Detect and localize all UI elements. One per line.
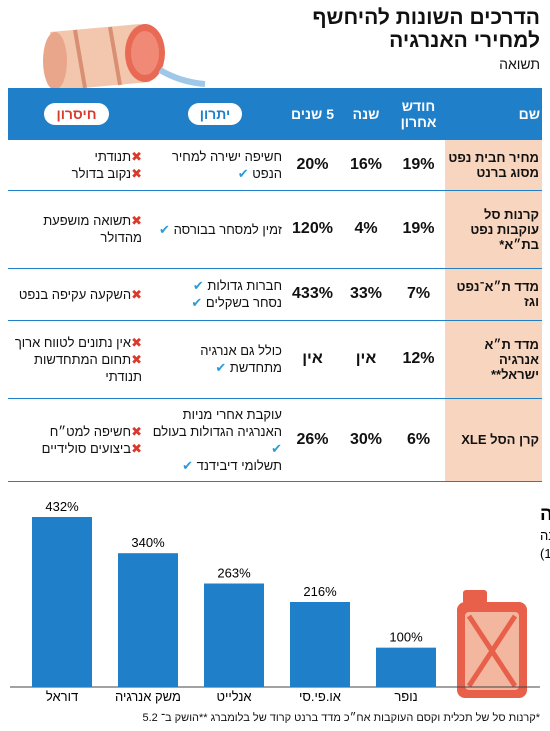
- cons-cell: תשואה מושפעת מהדולר: [8, 190, 145, 269]
- con-item: אין נתונים לטווח ארוך: [11, 334, 142, 351]
- row-name: מחיר חבית נפט מסוג ברנט: [445, 140, 542, 191]
- pro-item: חשיפה ישירה למחיר הנפט: [148, 148, 282, 182]
- cons-cell: השקעה עקיפה בנפט: [8, 268, 145, 321]
- chart-title: מניות האנרגיה המצטיינות של ת״א השנה: [540, 504, 550, 525]
- return-cell: 7%: [392, 268, 445, 321]
- bar: [32, 517, 92, 687]
- table-row: מחיר חבית נפט מסוג ברנט 19% 16% 20% חשיפה יש…: [8, 140, 542, 191]
- column-header: שם: [445, 88, 542, 140]
- table-body: מחיר חבית נפט מסוג ברנט 19% 16% 20% חשיפה יש…: [8, 140, 542, 482]
- table-row: קרן הסל XLE 6% 30% 26% עוקבת אחרי מניות האנר…: [8, 398, 542, 482]
- chart-subtitle: תשואה בשנה האחרונה: [540, 528, 550, 543]
- row-name: מדד ת״א־נפט וגז: [445, 268, 542, 321]
- bar: [204, 583, 264, 687]
- column-header: שנה: [340, 88, 392, 140]
- pro-item: תשלומי דיבידנד: [148, 457, 282, 474]
- jerrycan-illustration: [457, 590, 527, 698]
- table-row: מדד ת״א אנרגיה ישראל** 12% אין אין כולל גם א…: [8, 320, 542, 399]
- return-cell: 19%: [392, 140, 445, 191]
- pro-item: חברות גדולות: [148, 277, 282, 294]
- return-cell: 20%: [285, 140, 340, 191]
- con-item: חשיפה למט״ח: [11, 423, 142, 440]
- header-row: שם חודש אחרון שנה 5 שנים יתרון חיסרון: [8, 88, 542, 140]
- pros-cell: עוקבת אחרי מניות האנרגיה הגדולות בעולםתש…: [145, 398, 285, 482]
- pro-item: זמין למסחר בבורסה: [148, 221, 282, 238]
- category-label: או.פי.סי: [299, 689, 341, 704]
- pros-cell: זמין למסחר בבורסה: [145, 190, 285, 269]
- category-label: נופר: [394, 689, 417, 704]
- cons-cell: חשיפה למט״חביצועים סולידיים: [8, 398, 145, 482]
- pros-cell: כולל גם אנרגיה מתחדשת: [145, 320, 285, 399]
- cons-cell: אין נתונים לטווח ארוךתחום המתחדשות תנודת…: [8, 320, 145, 399]
- footnote: *קרנות סל של תכלית וקסם העוקבות אח״כ מדד…: [142, 712, 540, 724]
- return-cell: אין: [340, 320, 392, 399]
- value-label: 432%: [45, 499, 79, 514]
- pro-item: עוקבת אחרי מניות האנרגיה הגדולות בעולם: [148, 406, 282, 457]
- cons-cell: תנודתינקוב בדולר: [8, 140, 145, 191]
- value-label: 100%: [389, 630, 423, 645]
- chart-note: (מתוך ת״א 125): [540, 546, 550, 561]
- category-label: דוראל: [46, 689, 78, 704]
- pros-cell: חשיפה ישירה למחיר הנפט: [145, 140, 285, 191]
- comparison-table: שם חודש אחרון שנה 5 שנים יתרון חיסרון מח…: [8, 88, 542, 482]
- bar: [290, 602, 350, 687]
- pros-cell: חברות גדולותנסחר בשקלים: [145, 268, 285, 321]
- barrel-illustration: [43, 24, 206, 90]
- return-cell: 120%: [285, 190, 340, 269]
- con-item: תנודתי: [11, 148, 142, 165]
- row-name: קרן הסל XLE: [445, 398, 542, 482]
- con-item: נקוב בדולר: [11, 165, 142, 182]
- value-label: 340%: [131, 535, 165, 550]
- row-name: מדד ת״א אנרגיה ישראל**: [445, 320, 542, 399]
- return-cell: 12%: [392, 320, 445, 399]
- title: הדרכים השונות להיחשף למחירי האנרגיה: [312, 6, 540, 52]
- row-name: קרנות סל עוקבות נפט בת״א*: [445, 190, 542, 269]
- table-row: קרנות סל עוקבות נפט בת״א* 19% 4% 120% זמין ל…: [8, 190, 542, 269]
- column-header: חודש אחרון: [392, 88, 445, 140]
- return-cell: 30%: [340, 398, 392, 482]
- bar: [376, 647, 436, 687]
- return-cell: 16%: [340, 140, 392, 191]
- return-cell: 433%: [285, 268, 340, 321]
- column-header: חיסרון: [8, 88, 145, 140]
- con-item: ביצועים סולידיים: [11, 440, 142, 457]
- pros-header: יתרון: [187, 103, 243, 125]
- return-cell: 26%: [285, 398, 340, 482]
- bar: [118, 553, 178, 687]
- pro-item: נסחר בשקלים: [148, 294, 282, 311]
- return-cell: 6%: [392, 398, 445, 482]
- title-line: הדרכים השונות להיחשף: [312, 6, 540, 29]
- return-cell: 33%: [340, 268, 392, 321]
- value-label: 263%: [217, 566, 251, 581]
- con-item: תחום המתחדשות תנודתי: [11, 351, 142, 385]
- title-line: למחירי האנרגיה: [389, 29, 540, 52]
- return-cell: 4%: [340, 190, 392, 269]
- cons-header: חיסרון: [44, 103, 109, 125]
- column-header: 5 שנים: [285, 88, 340, 140]
- return-cell: 19%: [392, 190, 445, 269]
- pro-item: כולל גם אנרגיה מתחדשת: [148, 342, 282, 376]
- category-label: משק אנרגיה: [115, 689, 181, 704]
- column-header: יתרון: [145, 88, 285, 140]
- con-item: תשואה מושפעת מהדולר: [11, 212, 142, 246]
- subtitle: תשואה: [499, 56, 540, 72]
- return-cell: אין: [285, 320, 340, 399]
- con-item: השקעה עקיפה בנפט: [11, 286, 142, 303]
- category-label: אנלייט: [216, 689, 251, 704]
- bar-chart: מניות האנרגיה המצטיינות של ת״א השנה תשוא…: [10, 499, 550, 704]
- value-label: 216%: [303, 584, 337, 599]
